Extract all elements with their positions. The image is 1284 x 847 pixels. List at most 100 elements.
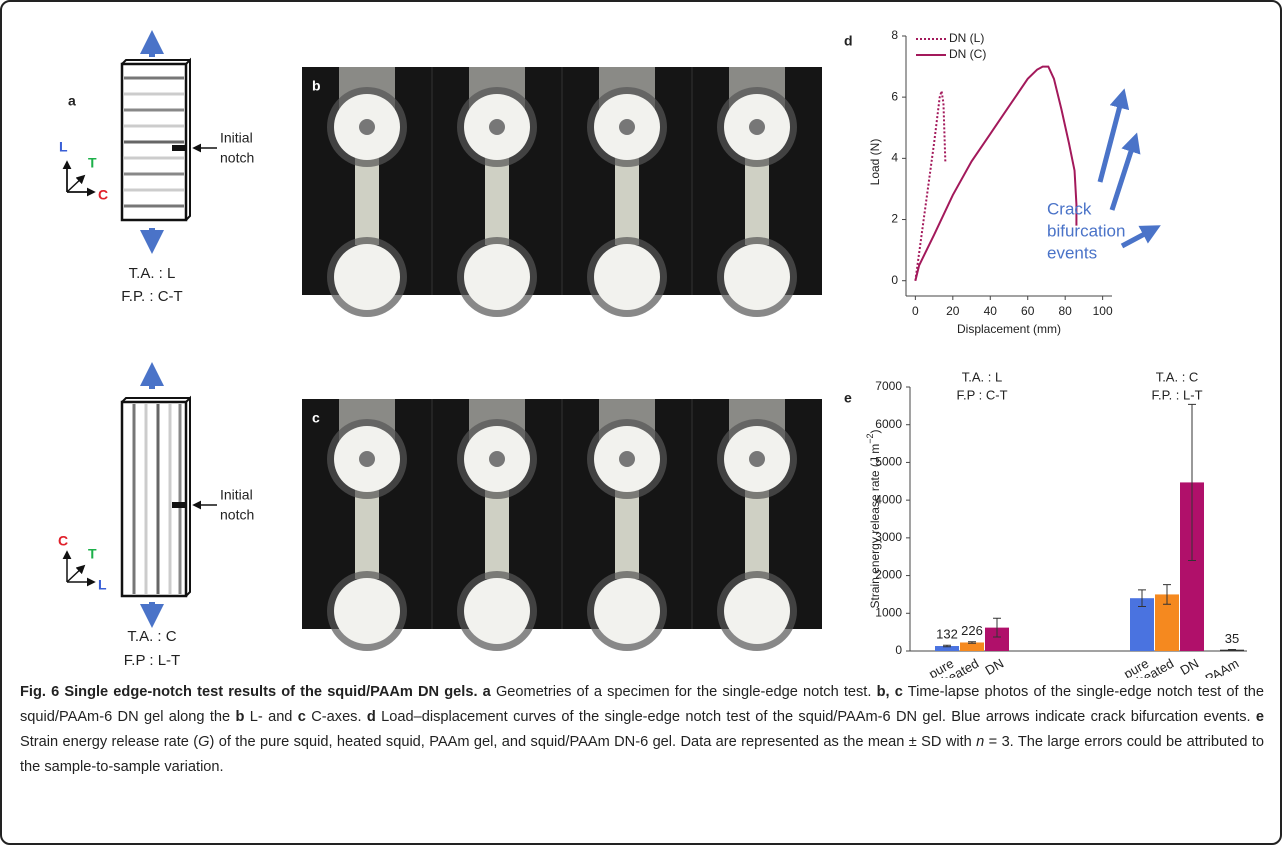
caption-text: a [482,684,491,700]
y-tick-label: 4000 [875,492,902,506]
caption-text: Geometries of a specimen for the single-… [490,684,877,700]
caption-text: L- and [244,709,298,725]
panel-label: a [68,93,76,109]
error-bar [1188,403,1196,561]
caption-text: Time-lapse photos of the single-edge not… [20,684,1265,725]
gel [745,157,769,245]
gel [485,489,509,579]
bar [935,646,959,651]
specimen-label: T.A. : C [127,628,176,645]
clamp-disk [334,244,400,310]
annotation: Crack [1047,199,1092,218]
axes-icon [66,564,86,583]
specimen-edge [121,395,191,597]
bolt [619,451,635,467]
group-label: T.A. : C [1156,369,1199,384]
x-tick-label: 40 [984,304,998,318]
notch-label: Initial [220,487,253,503]
y-axis-label-sup: −2 [865,433,875,443]
y-axis-label: Load (N) [868,139,882,186]
bolt [749,119,765,135]
arrow [1097,88,1130,183]
caption-text: Fig. 6 Single edge-notch test results of… [20,684,478,700]
axis-letter: T [88,546,97,562]
caption: Fig. 6 Single edge-notch test results of… [20,680,1264,780]
value-label: 35 [1225,631,1239,646]
fibers [124,76,184,208]
gel [485,157,509,245]
bolt [749,451,765,467]
bolt [359,119,375,135]
bolt [489,119,505,135]
error-bar [968,641,976,644]
annotation: events [1047,243,1097,262]
bolt [619,119,635,135]
value-label: 226 [961,623,983,638]
clamp-disk [464,578,530,644]
line [914,65,1078,281]
legend-label: DN (L) [949,31,984,45]
specimen-label: T.A. : L [129,265,176,282]
line [914,90,947,281]
clamp-disk [594,578,660,644]
caption-text: Strain energy release rate ( [20,734,199,750]
gel [745,489,769,579]
specimen-label: F.P. : C-T [121,288,182,305]
bar [985,627,1009,651]
x-tick-label: DN [982,656,1006,678]
group-label: F.P : C-T [956,387,1007,402]
x-tick-label: 100 [1093,304,1113,318]
axis-letter: L [98,577,107,593]
bar [960,642,984,651]
x-tick-label: 80 [1059,304,1073,318]
y-axis-label-text: Strain energy release rate (J m [868,444,882,609]
caption-text: = 3. The large errors could be attribute… [20,734,1264,775]
y-tick-label: 5000 [875,455,902,469]
arrow [1109,132,1141,211]
y-tick-label: 7000 [875,379,902,393]
bolt [489,451,505,467]
panel-label: e [844,390,852,406]
axis-letter: T [88,155,97,171]
y-tick-label: 2 [891,212,898,226]
panel-label: c [312,410,320,426]
caption-text: G [198,734,210,750]
notch [172,145,186,151]
caption-text: n [976,734,985,750]
y-axis-label-text: ) [868,429,882,433]
clamp-disk [464,244,530,310]
specimen [120,400,188,598]
caption-text: c [297,709,306,725]
caption-text: d [366,709,376,725]
panel-label: d [844,33,853,49]
fibers [132,404,182,594]
clamp-disk [724,244,790,310]
caption-text: b [235,709,245,725]
y-axis-label: Strain energy release rate (J m−2) [865,429,882,608]
arrow [1120,225,1161,249]
axis-letter: C [58,533,68,549]
notch-label: notch [220,150,254,166]
gel [355,157,379,245]
legend-label: DN (C) [949,47,986,61]
caption-text: Load–displacement curves of the single-e… [375,709,1256,725]
y-tick-label: 4 [891,151,898,165]
photos: bc [302,67,822,651]
clamp-disk [724,578,790,644]
group-label: T.A. : L [962,369,1002,384]
x-tick-label: PAAm [1203,656,1242,678]
y-tick-label: 3000 [875,530,902,544]
specimen-edge [121,57,191,221]
group-label: F.P. : L-T [1151,387,1202,402]
y-tick-label: 8 [891,28,898,42]
x-tick-label: 20 [946,304,960,318]
notch-label: notch [220,507,254,523]
panel-a: a Initial notch L T C T.A. : L F.P. : C-… [58,29,254,669]
x-axis-label: Displacement (mm) [957,322,1061,336]
gel [615,489,639,579]
annotation: bifurcation [1047,221,1125,240]
y-tick-label: 1000 [875,605,902,619]
bolt [359,451,375,467]
x-tick-label: DN [1177,656,1201,678]
